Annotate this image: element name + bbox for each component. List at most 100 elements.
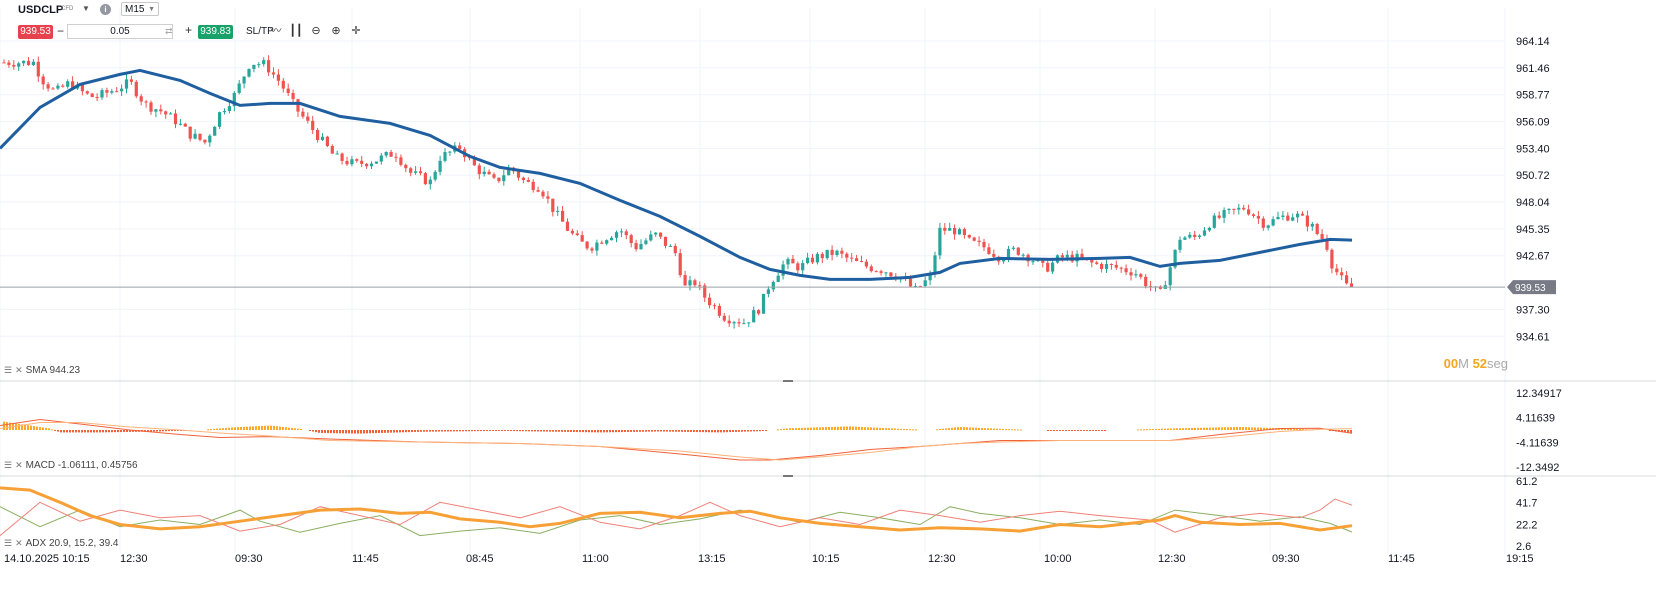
symbol-dropdown-icon[interactable]: ▼ xyxy=(82,4,90,13)
candle-body xyxy=(1183,237,1187,240)
zoom-out-icon[interactable]: ⊖ xyxy=(311,25,321,37)
macd-histogram-bar xyxy=(33,426,35,430)
candle-body xyxy=(306,116,310,121)
decrease-quantity-button[interactable]: − xyxy=(57,24,65,38)
macd-tick-label: 4.11639 xyxy=(1516,413,1555,425)
candle-body xyxy=(546,196,550,199)
macd-histogram-bar xyxy=(828,427,830,430)
pane-resize-handle[interactable] xyxy=(783,475,793,477)
macd-histogram-bar xyxy=(216,428,218,430)
macd-histogram-bar xyxy=(1011,429,1013,431)
macd-histogram-bar xyxy=(654,430,656,432)
close-icon[interactable]: ✕ xyxy=(15,460,23,470)
macd-histogram-bar xyxy=(54,430,56,431)
candle-body xyxy=(330,146,334,154)
candle-body xyxy=(1325,238,1329,250)
macd-histogram-bar xyxy=(996,428,998,430)
close-icon[interactable]: ✕ xyxy=(15,365,23,375)
chart-grid xyxy=(0,8,1506,553)
macd-histogram-bar xyxy=(111,430,113,433)
candle-body xyxy=(644,240,648,244)
candle-body xyxy=(1300,213,1305,216)
buy-button[interactable]: 939.83 xyxy=(198,25,233,39)
symbol-name[interactable]: USDCLP xyxy=(18,4,64,16)
zoom-in-icon[interactable]: ⊕ xyxy=(331,25,341,37)
macd-histogram-bar xyxy=(885,428,887,430)
menu-icon[interactable]: ☰ xyxy=(4,538,13,548)
candle-body xyxy=(291,93,295,100)
macd-histogram-bar xyxy=(1071,430,1073,431)
crosshair-icon[interactable]: ✛ xyxy=(351,25,361,37)
candle-body xyxy=(1080,253,1084,259)
candle-body xyxy=(1021,254,1025,256)
macd-histogram-bar xyxy=(9,422,11,430)
macd-histogram-bar xyxy=(324,430,326,434)
candle-body xyxy=(149,102,153,112)
macd-histogram-bar xyxy=(819,427,821,430)
pane-separators[interactable] xyxy=(0,380,1656,477)
macd-histogram-bar xyxy=(585,430,587,433)
candle-body xyxy=(1198,235,1202,237)
macd-histogram-bar xyxy=(534,430,536,432)
candle-body xyxy=(1217,215,1221,218)
candle-body xyxy=(1011,247,1015,249)
increase-quantity-button[interactable]: + xyxy=(185,23,193,37)
macd-histogram-bar xyxy=(426,430,428,432)
sell-button[interactable]: 939.53 xyxy=(18,25,53,39)
candle-body xyxy=(31,61,35,66)
menu-icon[interactable]: ☰ xyxy=(4,365,13,375)
macd-histogram-bar xyxy=(210,429,212,431)
candle-body xyxy=(286,88,290,94)
adx-legend[interactable]: ☰ ✕ ADX 20.9, 15.2, 39.4 xyxy=(4,538,118,549)
macd-histogram-bar xyxy=(372,430,374,434)
macd-histogram-bar xyxy=(447,430,449,432)
macd-histogram-bar xyxy=(801,427,803,430)
macd-histogram-bar xyxy=(1188,428,1190,430)
timeframe-select[interactable]: M15 ▼ xyxy=(121,2,159,16)
macd-legend[interactable]: ☰ ✕ MACD -1.06111, 0.45756 xyxy=(4,460,138,471)
macd-histogram-bar xyxy=(1014,429,1016,431)
macd-histogram-bar xyxy=(345,430,347,434)
candle-body xyxy=(962,229,966,235)
macd-histogram-bar xyxy=(660,430,662,432)
menu-icon[interactable]: ☰ xyxy=(4,460,13,470)
macd-histogram-bar xyxy=(765,430,767,431)
info-icon[interactable]: i xyxy=(100,4,111,15)
macd-histogram-bar xyxy=(231,427,233,430)
candle-body xyxy=(1315,224,1319,235)
macd-histogram-bar xyxy=(963,427,965,430)
line-chart-icon[interactable]: 〰 xyxy=(270,25,282,37)
macd-histogram-bar xyxy=(609,430,611,433)
macd-histogram-bar xyxy=(402,430,404,433)
candle-body xyxy=(232,92,236,107)
sl-tp-button[interactable]: SL/TP xyxy=(246,26,274,37)
macd-histogram-bar xyxy=(363,430,365,434)
time-axis[interactable]: 14.10.2025 10:15 12:30 09:30 11:45 08:45 11:0… xyxy=(4,553,1534,565)
swap-icon[interactable]: ⇄ xyxy=(165,26,173,36)
price-tick-label: 945.35 xyxy=(1516,224,1550,236)
macd-histogram-bar xyxy=(150,430,152,432)
candle-body xyxy=(1158,286,1162,289)
candlestick-icon[interactable]: ┃┃ xyxy=(289,25,303,37)
candle-body xyxy=(271,72,276,75)
macd-histogram-bar xyxy=(708,430,710,433)
candle-body xyxy=(335,153,339,155)
quantity-input[interactable] xyxy=(67,24,173,39)
pane-resize-handle[interactable] xyxy=(783,380,793,382)
macd-histogram-bar xyxy=(1269,427,1271,430)
candle-body xyxy=(389,151,393,157)
price-axis[interactable]: 964.14 961.46 958.77 956.09 953.40 950.72 948.… xyxy=(1516,36,1550,343)
sma-legend[interactable]: ☰ ✕ SMA 944.23 xyxy=(4,365,80,376)
macd-histogram-bar xyxy=(333,430,335,434)
macd-histogram-bar xyxy=(1170,428,1172,430)
candle-body xyxy=(100,90,104,98)
macd-histogram-bar xyxy=(456,430,458,432)
macd-histogram-bar xyxy=(378,430,380,434)
close-icon[interactable]: ✕ xyxy=(15,538,23,548)
candle-body xyxy=(492,174,496,178)
candle-body xyxy=(776,275,780,282)
candle-body xyxy=(982,241,986,248)
time-tick-label: 12:30 xyxy=(120,553,148,565)
macd-histogram-bar xyxy=(891,428,893,430)
